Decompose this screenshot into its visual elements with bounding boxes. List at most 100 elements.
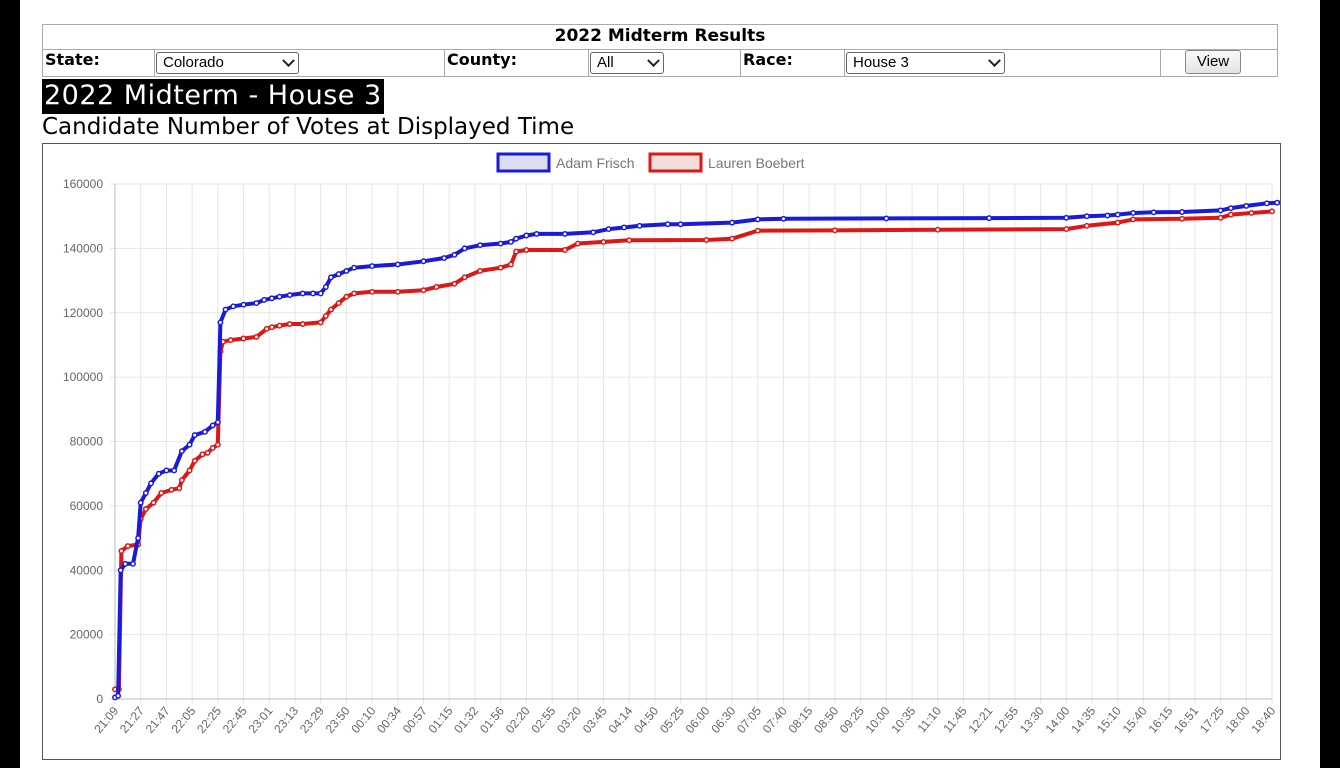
data-point xyxy=(677,221,684,228)
data-point xyxy=(115,692,122,699)
data-point xyxy=(561,247,568,253)
x-tick-label: 00:10 xyxy=(348,704,378,736)
data-point xyxy=(1114,211,1121,218)
data-point xyxy=(209,444,216,451)
data-point xyxy=(1114,219,1121,226)
x-tick-label: 18:00 xyxy=(1223,704,1253,736)
data-point xyxy=(310,290,316,297)
chevron-down-icon xyxy=(647,54,660,68)
x-tick-label: 08:15 xyxy=(785,704,815,736)
data-point xyxy=(1179,215,1185,222)
legend-label: Adam Frisch xyxy=(556,155,635,171)
data-point xyxy=(461,245,468,252)
data-point xyxy=(240,301,247,308)
data-point xyxy=(317,290,324,297)
data-point xyxy=(328,306,334,313)
data-point xyxy=(664,221,671,228)
x-tick-label: 09:25 xyxy=(837,704,867,736)
race-select[interactable]: House 3 xyxy=(846,52,1005,74)
data-point xyxy=(590,229,597,236)
data-point xyxy=(754,227,761,234)
data-point xyxy=(158,490,165,496)
data-point xyxy=(191,457,198,464)
x-tick-label: 05:25 xyxy=(657,704,687,736)
x-tick-label: 21:27 xyxy=(117,704,147,736)
x-tick-label: 04:50 xyxy=(631,704,661,736)
data-point xyxy=(150,499,157,506)
data-point xyxy=(1243,202,1250,209)
y-tick-label: 80000 xyxy=(70,435,104,449)
legend-swatch xyxy=(648,152,703,173)
data-point xyxy=(171,467,178,474)
x-tick-label: 11:45 xyxy=(940,704,970,736)
data-point xyxy=(240,335,247,342)
data-point xyxy=(117,567,124,574)
data-point xyxy=(214,419,221,426)
chart-legend: Adam Frisch Lauren Boebert xyxy=(496,152,805,173)
y-tick-label: 100000 xyxy=(63,370,103,384)
chevron-down-icon xyxy=(988,54,1001,68)
y-tick-label: 60000 xyxy=(70,499,104,513)
data-point xyxy=(227,337,234,344)
x-tick-label: 03:20 xyxy=(554,704,584,736)
data-point xyxy=(600,238,607,245)
data-point xyxy=(253,333,260,340)
data-point xyxy=(477,242,484,249)
x-tick-label: 12:55 xyxy=(991,704,1021,736)
x-tick-label: 23:29 xyxy=(297,704,327,736)
data-point xyxy=(533,230,540,237)
legend-swatch xyxy=(496,152,551,173)
x-tick-label: 03:45 xyxy=(580,704,610,736)
results-filter-table: 2022 Midterm Results State: Colorado Cou… xyxy=(42,24,1278,77)
state-label: State: xyxy=(45,50,100,69)
data-point xyxy=(451,251,458,258)
data-point xyxy=(1130,216,1137,223)
county-label-cell: County: xyxy=(445,49,589,77)
x-tick-label: 07:05 xyxy=(734,704,764,736)
data-point xyxy=(703,237,710,243)
data-point xyxy=(263,325,270,332)
data-point xyxy=(1269,208,1275,215)
data-point xyxy=(168,486,175,493)
data-point xyxy=(394,261,401,268)
x-tick-label: 15:40 xyxy=(1120,704,1150,736)
x-tick-label: 23:50 xyxy=(323,704,353,736)
chart-grid xyxy=(110,183,1273,704)
data-point xyxy=(574,240,581,247)
data-point xyxy=(317,319,324,326)
county-select[interactable]: All xyxy=(590,52,664,74)
data-point xyxy=(276,322,283,329)
race-label: Race: xyxy=(743,50,793,69)
x-tick-label: 06:30 xyxy=(708,704,738,736)
data-point xyxy=(523,247,530,253)
chart-container: Adam Frisch Lauren Boebert 0 20000 40000 600… xyxy=(42,143,1301,760)
results-title: 2022 Midterm Results xyxy=(43,25,1277,50)
data-point xyxy=(299,290,306,297)
data-point xyxy=(1227,205,1234,212)
data-point xyxy=(1248,210,1255,216)
x-tick-label: 14:35 xyxy=(1068,704,1098,736)
data-point xyxy=(351,290,358,297)
x-tick-label: 13:30 xyxy=(1017,704,1047,736)
view-button[interactable]: View xyxy=(1185,50,1241,74)
data-point xyxy=(626,237,633,244)
data-point xyxy=(621,224,628,231)
data-point xyxy=(214,441,221,448)
data-point xyxy=(268,295,275,302)
data-point xyxy=(230,303,237,310)
legend-label: Lauren Boebert xyxy=(708,155,805,171)
data-point xyxy=(137,499,144,506)
county-select-value: All xyxy=(597,54,614,71)
state-select[interactable]: Colorado xyxy=(156,52,299,74)
data-point xyxy=(199,451,206,458)
data-point xyxy=(1179,209,1185,215)
x-tick-label: 22:05 xyxy=(168,704,198,736)
data-point xyxy=(124,543,131,550)
race-select-cell xyxy=(845,49,1161,77)
data-point xyxy=(343,293,350,300)
data-point xyxy=(328,274,334,281)
data-point xyxy=(1063,226,1070,233)
data-point xyxy=(497,264,504,271)
data-point xyxy=(351,264,358,271)
data-point xyxy=(636,222,643,229)
